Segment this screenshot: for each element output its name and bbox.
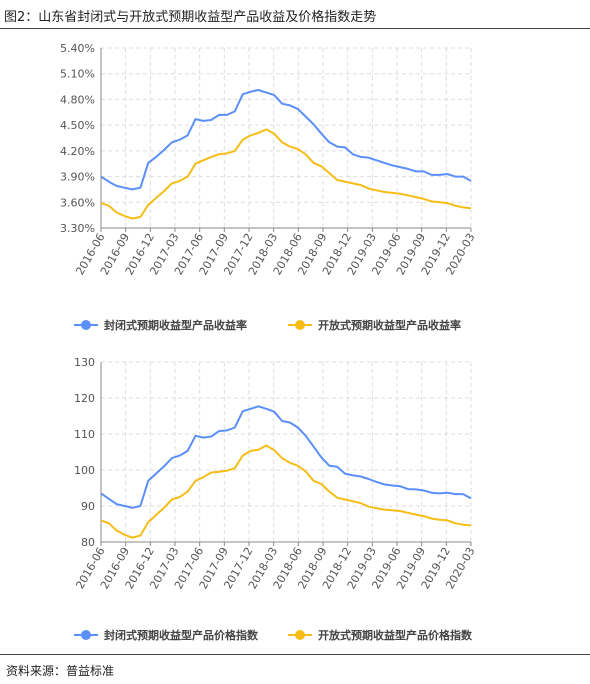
yield-y-tick-label: 3.30% (60, 222, 95, 235)
yield-legend-marker-open (295, 320, 305, 330)
index-legend-marker-open (295, 630, 305, 640)
yield-legend-label-open: 开放式预期收益型产品收益率 (318, 318, 461, 332)
index-y-tick-label: 120 (74, 392, 95, 405)
yield-series-line-closed (100, 89, 472, 191)
index-series-line-open (100, 444, 472, 539)
index-y-tick-label: 110 (74, 428, 95, 441)
yield-legend-marker-closed (81, 320, 91, 330)
yield-y-tick-label: 4.50% (60, 119, 95, 132)
yield-y-tick-label: 4.80% (60, 93, 95, 106)
index-y-tick-label: 100 (74, 464, 95, 477)
index-legend-label-open: 开放式预期收益型产品价格指数 (318, 628, 473, 642)
price-index-chart: 2016-062016-092016-122017-032017-062017-… (73, 356, 477, 642)
yield-y-tick-label: 4.20% (60, 145, 95, 158)
bottom-rule (0, 654, 590, 655)
figure-title: 图2：山东省封闭式与开放式预期收益型产品收益及价格指数走势 (4, 10, 377, 25)
yield-y-tick-label: 5.40% (60, 42, 95, 55)
index-y-tick-label: 80 (81, 536, 95, 549)
index-y-tick-label: 90 (81, 500, 95, 513)
top-rule (0, 28, 590, 29)
yield-y-tick-label: 5.10% (60, 68, 95, 81)
yield-rate-chart: 2016-062016-092016-122017-032017-062017-… (60, 42, 478, 332)
index-y-tick-label: 130 (74, 356, 95, 369)
yield-legend-label-closed: 封闭式预期收益型产品收益率 (104, 318, 247, 332)
source-note: 资料来源：普益标准 (6, 664, 115, 678)
index-legend-marker-closed (81, 630, 91, 640)
yield-series-line-open (100, 128, 472, 220)
yield-y-tick-label: 3.90% (60, 171, 95, 184)
yield-y-tick-label: 3.60% (60, 196, 95, 209)
index-series-line-closed (100, 405, 472, 509)
index-legend-label-closed: 封闭式预期收益型产品价格指数 (104, 628, 259, 642)
